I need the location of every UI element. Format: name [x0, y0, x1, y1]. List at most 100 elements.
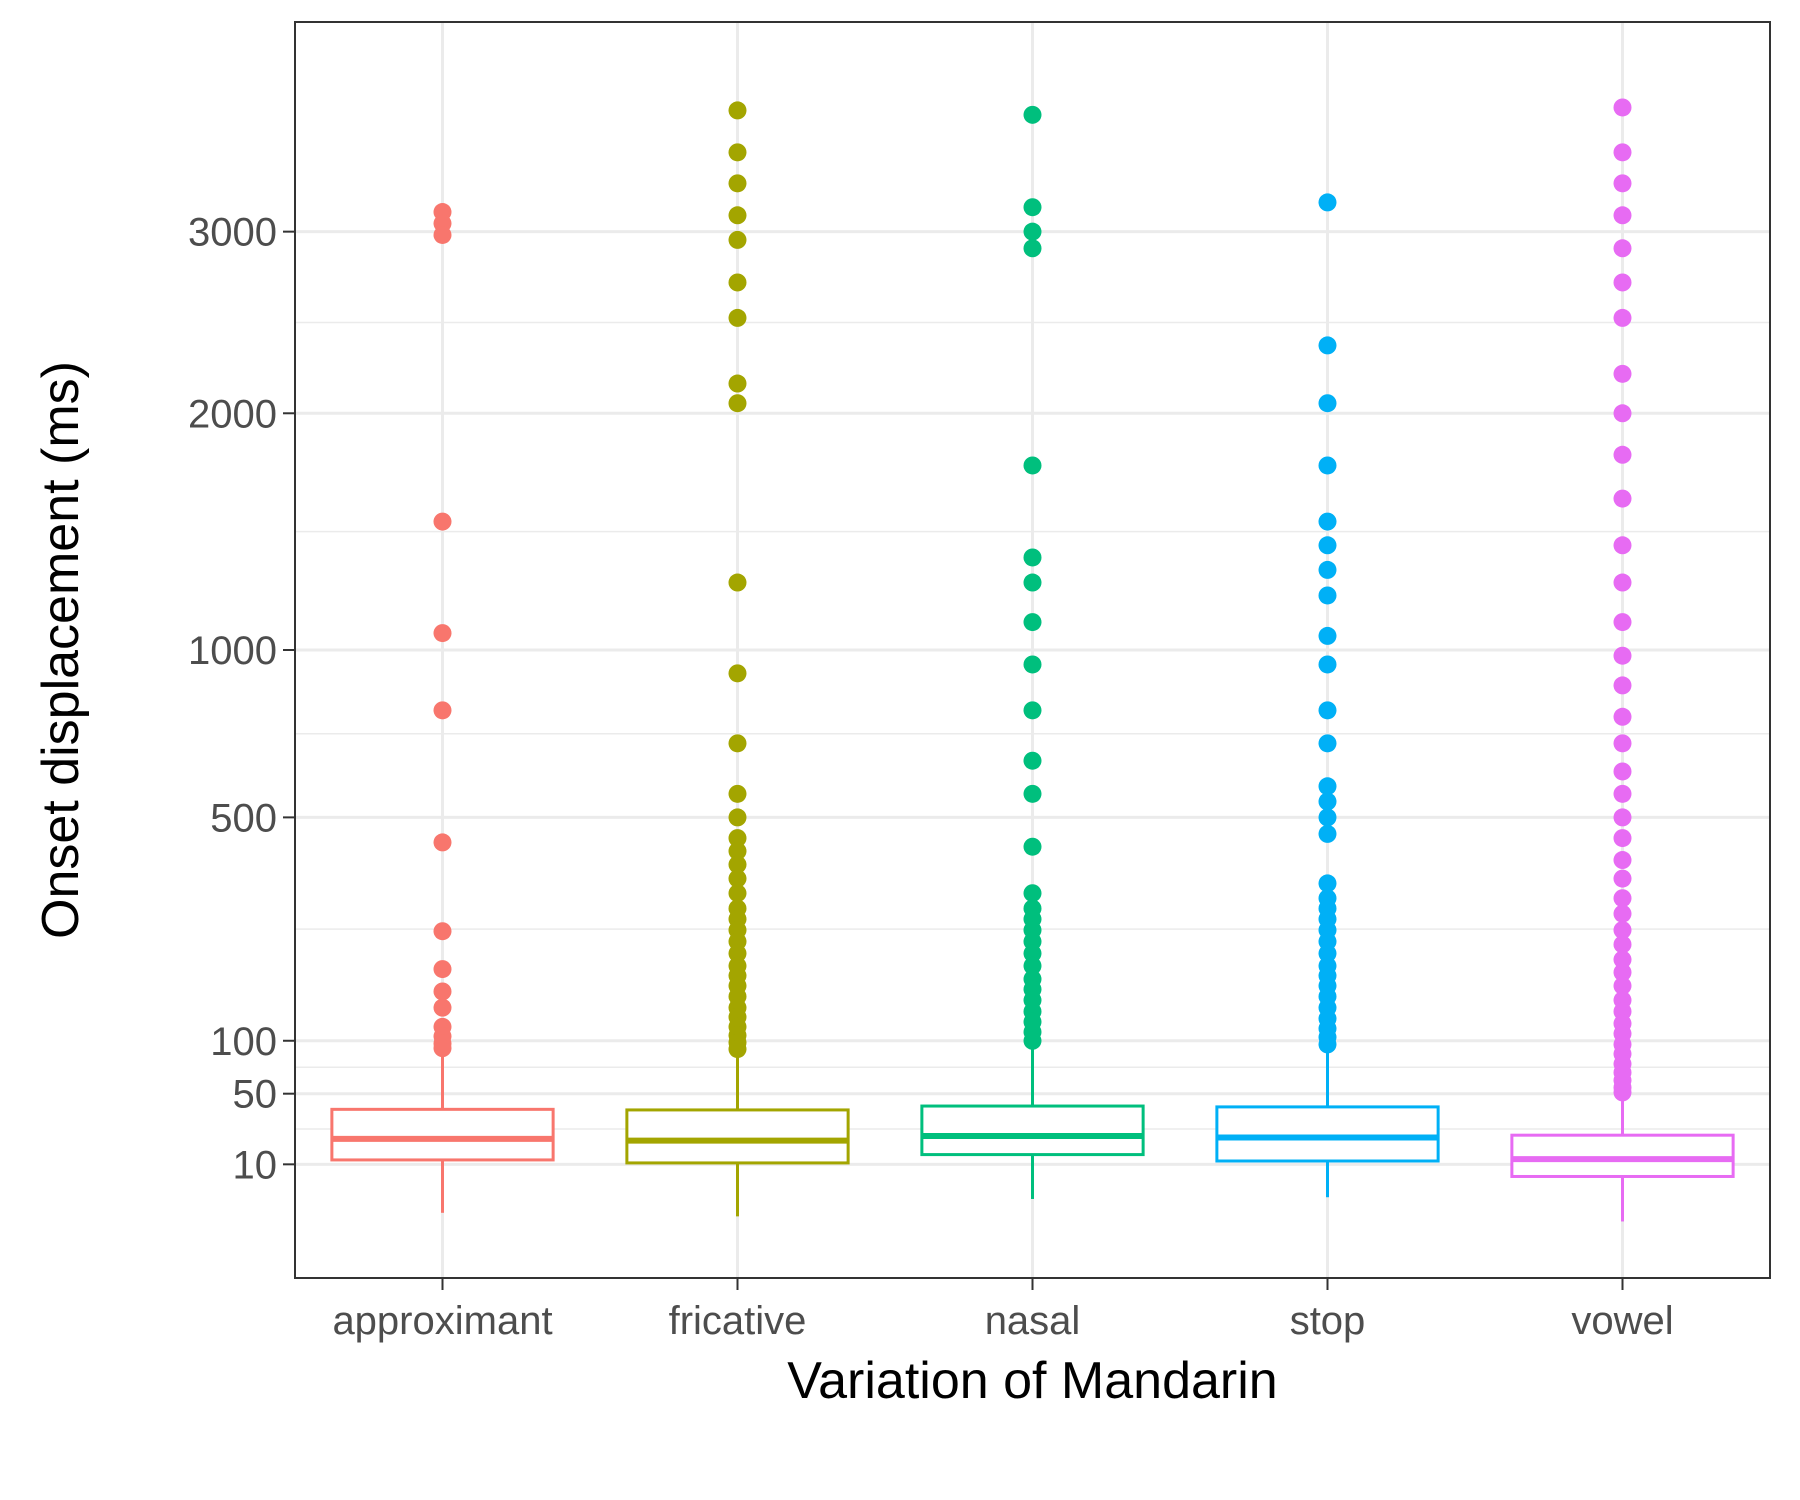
outlier-point [1023, 239, 1042, 258]
outlier-point [1023, 784, 1042, 803]
outlier-point [1613, 904, 1632, 923]
outlier-point [1318, 808, 1337, 827]
outlier-point [728, 884, 747, 903]
y-tick-label: 2000 [188, 392, 277, 436]
y-tick-label: 500 [210, 796, 277, 840]
y-tick-label: 1000 [188, 629, 277, 673]
box-iqr [330, 1107, 555, 1162]
outlier-point [1023, 956, 1042, 975]
outlier-point [1613, 1083, 1632, 1102]
outlier-point [1318, 536, 1337, 555]
outlier-point [1318, 336, 1337, 355]
outlier-point [1318, 734, 1337, 753]
boxes [330, 98, 1735, 1222]
outlier-point [1613, 950, 1632, 969]
box-approximant [330, 203, 555, 1213]
outlier-point [1613, 308, 1632, 327]
y-tick-label: 10 [233, 1143, 278, 1187]
outlier-point [1318, 824, 1337, 843]
outlier-point [1023, 655, 1042, 674]
box-nasal [920, 105, 1145, 1199]
outlier-point [433, 922, 452, 941]
outlier-point [1318, 944, 1337, 963]
outlier-point [1023, 751, 1042, 770]
outlier-point [728, 174, 747, 193]
outlier-point [433, 960, 452, 979]
outlier-point [728, 842, 747, 861]
outlier-point [1023, 613, 1042, 632]
x-tick-label: vowel [1571, 1299, 1673, 1343]
x-tick-label: approximant [332, 1299, 552, 1343]
outlier-point [1613, 143, 1632, 162]
outlier-point [1613, 963, 1632, 982]
outlier-point [1613, 206, 1632, 225]
outlier-point [1613, 935, 1632, 954]
outlier-point [1318, 456, 1337, 475]
outlier-point [728, 143, 747, 162]
outlier-point [1613, 808, 1632, 827]
x-tick-label: fricative [669, 1299, 807, 1343]
outlier-point [728, 374, 747, 393]
outlier-point [728, 869, 747, 888]
outlier-point [433, 982, 452, 1001]
box-vowel [1510, 98, 1735, 1222]
outlier-point [728, 829, 747, 848]
outlier-point [1318, 193, 1337, 212]
outlier-point [728, 855, 747, 874]
outlier-point [1613, 829, 1632, 848]
outlier-point [1613, 869, 1632, 888]
outlier-point [1613, 613, 1632, 632]
outlier-point [1613, 976, 1632, 995]
outlier-point [1613, 404, 1632, 423]
outlier-point [1318, 560, 1337, 579]
outlier-point [1318, 626, 1337, 645]
outlier-point [1318, 586, 1337, 605]
y-axis-title: Onset displacement (ms) [32, 361, 90, 939]
box-stop [1215, 193, 1440, 1198]
axes: 10 50 100 500 1000 2000 3000 approximant fricati… [188, 211, 1674, 1343]
outlier-point [728, 573, 747, 592]
x-axis-title: Variation of Mandarin [787, 1352, 1277, 1410]
outlier-point [1613, 921, 1632, 940]
box-iqr [920, 1104, 1145, 1157]
outlier-point [1318, 512, 1337, 531]
y-tick-label: 50 [233, 1073, 278, 1117]
outlier-point [728, 230, 747, 249]
outlier-point [1613, 707, 1632, 726]
outlier-point [1023, 548, 1042, 567]
outlier-point [728, 784, 747, 803]
outlier-point [1613, 489, 1632, 508]
outlier-point [1613, 573, 1632, 592]
outlier-point [1613, 851, 1632, 870]
outlier-point [1318, 792, 1337, 811]
outlier-point [1318, 777, 1337, 796]
outlier-point [1023, 837, 1042, 856]
outlier-point [1318, 1035, 1337, 1054]
outlier-point [728, 1040, 747, 1059]
outlier-point [728, 206, 747, 225]
outlier-point [728, 808, 747, 827]
outlier-point [1318, 701, 1337, 720]
outlier-point [728, 944, 747, 963]
outlier-point [433, 701, 452, 720]
outlier-point [1023, 884, 1042, 903]
outlier-point [728, 308, 747, 327]
outlier-point [1613, 536, 1632, 555]
outlier-point [1613, 239, 1632, 258]
outlier-point [1613, 445, 1632, 464]
box-iqr [625, 1108, 850, 1165]
outlier-point [1613, 676, 1632, 695]
box-iqr [1215, 1105, 1440, 1163]
outlier-point [1023, 1031, 1042, 1050]
outlier-point [433, 624, 452, 643]
outlier-point [1023, 105, 1042, 124]
outlier-point [1023, 573, 1042, 592]
outlier-point [1023, 701, 1042, 720]
outlier-point [728, 734, 747, 753]
outlier-point [1613, 273, 1632, 292]
outlier-point [1613, 889, 1632, 908]
x-tick-label: stop [1290, 1299, 1366, 1343]
outlier-point [1318, 655, 1337, 674]
outlier-point [1613, 98, 1632, 117]
